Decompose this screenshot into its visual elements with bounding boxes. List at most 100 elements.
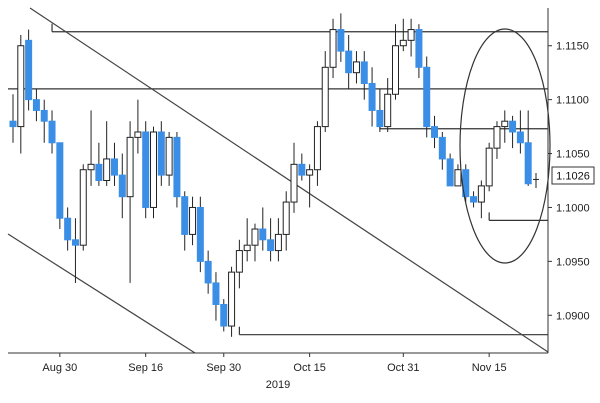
candle-body — [470, 196, 478, 203]
candle-body — [235, 250, 243, 273]
y-tick-label: 1.0900 — [556, 310, 590, 322]
candle — [306, 164, 314, 208]
candle — [509, 115, 517, 149]
candle-body — [485, 147, 493, 187]
candle — [259, 207, 267, 251]
candle-body — [274, 233, 282, 252]
candle — [165, 131, 173, 186]
candle-body — [64, 217, 72, 241]
candle-body — [415, 29, 423, 68]
candle — [196, 196, 204, 273]
last-price-tag-text: 1.1026 — [556, 171, 590, 183]
candle — [485, 142, 493, 192]
candle — [446, 153, 454, 187]
candle-body — [79, 169, 87, 246]
candle-body — [399, 39, 407, 47]
candle — [142, 121, 150, 219]
candle-body — [165, 136, 173, 176]
candle-body — [493, 126, 501, 149]
candle-body — [87, 163, 95, 171]
candle — [360, 51, 368, 100]
candle — [40, 99, 48, 143]
candle-body — [360, 61, 368, 84]
y-tick-label: 1.1100 — [556, 95, 589, 107]
candle — [87, 110, 95, 186]
candle — [368, 67, 376, 127]
candle — [173, 131, 181, 208]
candle — [399, 18, 407, 52]
candle — [181, 191, 189, 251]
candle — [32, 88, 40, 122]
candle-body — [282, 201, 290, 235]
channel-lower-line — [7, 233, 196, 354]
candle-body — [329, 29, 337, 68]
candle — [384, 78, 392, 132]
candle-body — [142, 131, 150, 208]
candle-body — [438, 136, 446, 160]
candle — [48, 110, 56, 154]
candle-body — [345, 50, 353, 74]
candle — [391, 24, 399, 100]
candle — [415, 24, 423, 79]
candle-body — [103, 158, 111, 181]
candle — [470, 191, 478, 208]
y-tick-label: 1.1150 — [556, 41, 589, 53]
candle-body — [251, 228, 259, 246]
candle-body — [157, 131, 165, 176]
candle — [533, 172, 539, 189]
candle-body — [384, 93, 392, 128]
candle-body — [259, 228, 267, 241]
candle-body — [446, 158, 454, 187]
candle — [204, 250, 212, 294]
candle — [274, 218, 282, 262]
candle-body — [48, 120, 56, 144]
candle — [321, 51, 329, 132]
candle — [150, 126, 158, 219]
candle-body — [173, 136, 181, 198]
candle-body — [431, 126, 439, 138]
candle-body — [17, 45, 25, 128]
candle — [352, 51, 360, 84]
candle — [118, 153, 126, 219]
candle — [376, 88, 384, 132]
candle-body — [9, 120, 17, 128]
candle-body — [189, 206, 197, 235]
candle-body — [32, 99, 40, 111]
last-price-tag-box — [551, 166, 595, 185]
candle — [220, 299, 228, 332]
candle-body — [509, 120, 517, 133]
candle-body — [352, 61, 360, 74]
highlight-ellipse — [459, 28, 551, 264]
x-tick-label: Oct 15 — [293, 362, 325, 374]
candle-body — [376, 109, 384, 128]
candle — [298, 153, 306, 181]
candle — [9, 94, 17, 143]
candle-body — [212, 282, 220, 305]
candle — [228, 266, 236, 337]
horizontal-levels — [8, 23, 548, 336]
trend-channel — [7, 7, 549, 354]
candle — [71, 218, 79, 283]
candle — [235, 239, 243, 289]
candle-body — [290, 163, 298, 203]
candle — [251, 223, 259, 262]
candle-body — [95, 163, 103, 181]
candle — [423, 56, 431, 138]
candle-body — [306, 169, 314, 176]
candle — [524, 110, 532, 186]
candle-body — [126, 136, 134, 198]
candle-body — [220, 303, 228, 327]
candles — [9, 13, 539, 337]
candle — [438, 131, 446, 170]
x-axis-ticks: Aug 30 Sep 16 Sep 30 Oct 15 Oct 31 Nov 15 — [42, 353, 507, 374]
candle-body — [134, 131, 142, 138]
candle — [282, 191, 290, 251]
candle-body — [391, 45, 399, 95]
candle — [64, 207, 72, 251]
candle — [493, 121, 501, 159]
last-price-tag: 1.1026 — [551, 166, 595, 185]
candle-body — [368, 82, 376, 111]
x-tick-label: Aug 30 — [42, 362, 77, 374]
y-tick-label: 1.0950 — [556, 256, 590, 268]
